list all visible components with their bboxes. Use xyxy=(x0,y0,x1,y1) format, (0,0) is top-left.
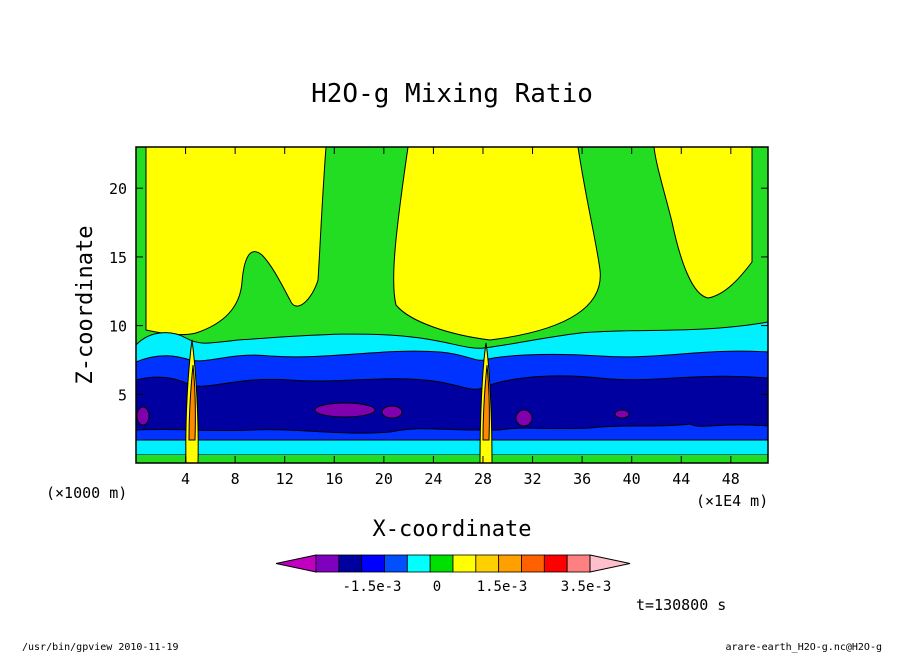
colorbar-label: 1.5e-3 xyxy=(477,579,528,595)
y-axis-label: Z-coordinate xyxy=(73,226,98,385)
x-tick-label: 8 xyxy=(231,470,240,488)
y-tick-label: 5 xyxy=(118,386,127,404)
colorbar-swatch xyxy=(452,554,477,573)
x-tick-label: 20 xyxy=(375,470,393,488)
colorbar-labels: -1.5e-3 0 1.5e-3 3.5e-3 xyxy=(342,579,611,595)
contour-band-yellow-right xyxy=(653,147,753,299)
colorbar-swatch xyxy=(384,554,408,573)
plot-frame xyxy=(135,146,769,464)
colorbar-swatch xyxy=(543,554,568,573)
colorbar-swatch xyxy=(338,554,363,573)
colorbar-swatch xyxy=(406,554,431,573)
colorbar-swatch xyxy=(566,554,591,573)
x-tick-label: 44 xyxy=(672,470,690,488)
contour-spot-purple xyxy=(515,409,533,427)
y-tick-label: 15 xyxy=(109,249,127,267)
contour-spot-purple xyxy=(136,406,150,426)
x-unit-right: (×1E4 m) xyxy=(696,492,768,510)
contour-band-navy xyxy=(136,375,768,434)
y-tick-label: 20 xyxy=(109,180,127,198)
y-axis: 5 10 15 20 xyxy=(109,180,768,404)
x-tick-label: 40 xyxy=(623,470,641,488)
colorbar-arrow-high xyxy=(589,554,631,573)
footer-left: /usr/bin/gpview 2010-11-19 xyxy=(22,642,179,653)
contour-field xyxy=(136,147,768,463)
x-tick-label: 24 xyxy=(424,470,442,488)
footer-right: arare-earth_H2O-g.nc@H2O-g xyxy=(725,642,882,653)
x-tick-label: 48 xyxy=(722,470,740,488)
x-tick-label: 4 xyxy=(181,470,190,488)
contour-plume-middle-core xyxy=(482,364,490,441)
contour-spot-purple xyxy=(381,405,403,419)
x-unit-left: (×1000 m) xyxy=(46,484,127,502)
y-tick-label: 10 xyxy=(109,318,127,336)
contour-band-yellow-left xyxy=(145,147,327,336)
colorbar-label: 0 xyxy=(433,579,441,595)
x-tick-label: 32 xyxy=(524,470,542,488)
contour-spot-purple xyxy=(614,409,630,419)
contour-band-yellow-middle xyxy=(393,147,601,341)
colorbar-arrow-low xyxy=(275,554,317,573)
colorbar-swatch xyxy=(315,554,340,573)
colorbar-swatch xyxy=(361,554,385,573)
colorbar-label: -1.5e-3 xyxy=(342,579,401,595)
contour-plume-left-core xyxy=(188,364,196,441)
colorbar-swatch xyxy=(429,554,454,573)
x-axis: 4 8 12 16 20 24 28 32 36 40 44 48 xyxy=(181,147,740,488)
x-tick-label: 16 xyxy=(325,470,343,488)
chart-title: H2O-g Mixing Ratio xyxy=(311,79,593,109)
contour-band-bottom-cyan xyxy=(136,439,768,456)
time-label: t=130800 s xyxy=(636,596,726,614)
colorbar-label: 3.5e-3 xyxy=(561,579,612,595)
x-tick-label: 28 xyxy=(474,470,492,488)
x-axis-label: X-coordinate xyxy=(373,517,532,542)
x-tick-label: 12 xyxy=(276,470,294,488)
colorbar-swatch xyxy=(521,554,545,573)
x-tick-label: 36 xyxy=(573,470,591,488)
colorbar xyxy=(275,554,631,573)
contour-band-bottom-green xyxy=(136,455,768,463)
colorbar-swatch xyxy=(498,554,522,573)
colorbar-swatch xyxy=(475,554,500,573)
contour-spot-purple xyxy=(314,402,376,418)
